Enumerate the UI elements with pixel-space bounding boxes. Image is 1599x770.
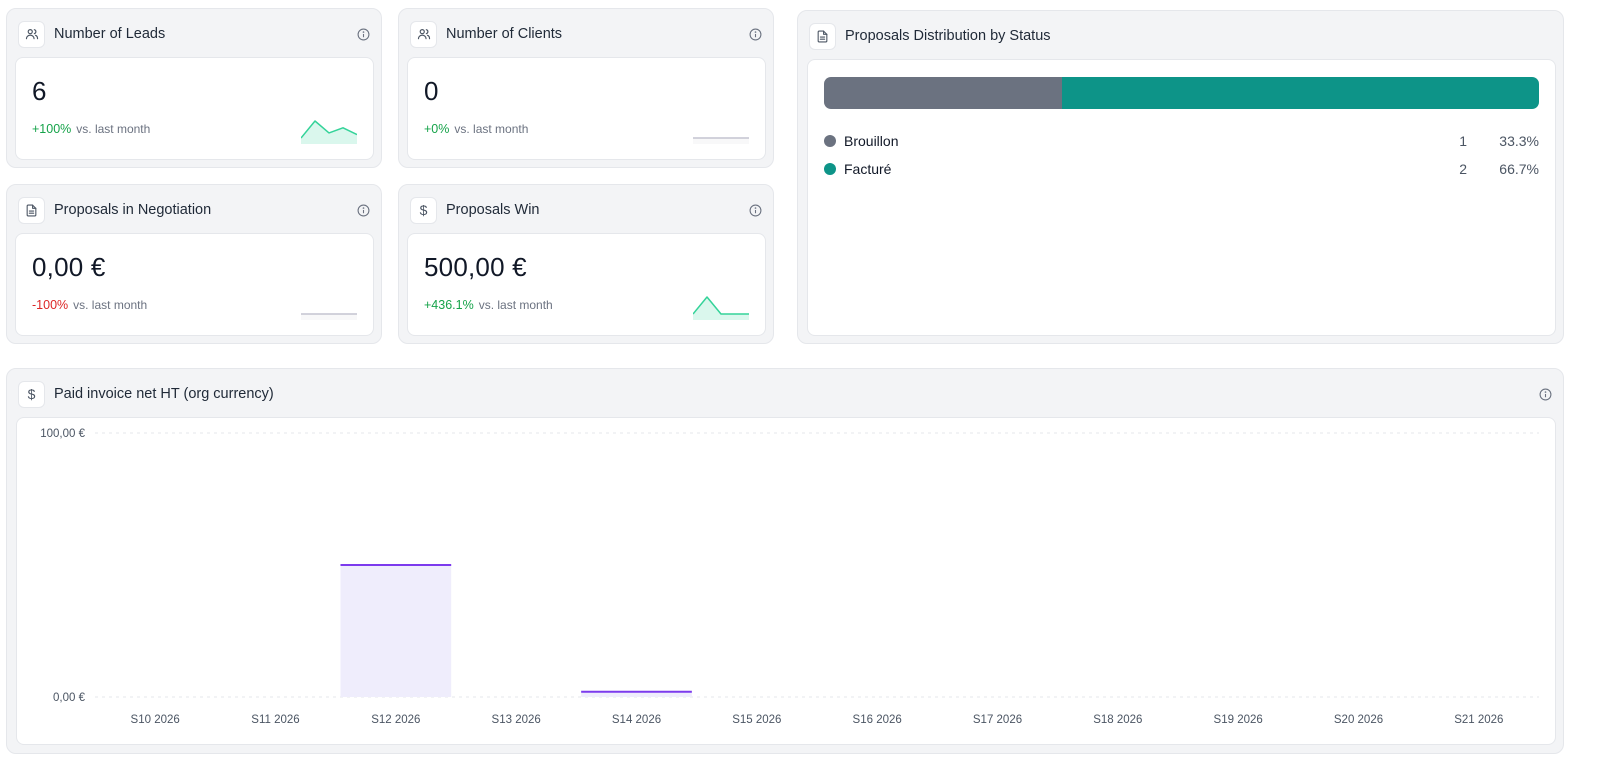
legend-label: Facturé	[844, 161, 892, 177]
invoice-title: Paid invoice net HT (org currency)	[54, 386, 274, 402]
document-icon	[18, 196, 45, 224]
delta-value: +436.1%	[424, 298, 474, 312]
users-icon	[18, 20, 45, 48]
legend-count: 2	[1459, 161, 1467, 177]
invoice-header: $ Paid invoice net HT (org currency)	[18, 380, 1552, 408]
info-icon[interactable]	[356, 27, 370, 41]
distribution-bar	[824, 77, 1539, 109]
x-tick-label: S16 2026	[853, 714, 902, 726]
y-tick-label: 0,00 €	[53, 692, 86, 704]
delta-value: +0%	[424, 122, 450, 136]
sparkline-area	[693, 297, 749, 320]
distribution-segment-brouillon[interactable]	[824, 77, 1063, 109]
sparkline-area	[301, 121, 357, 144]
info-icon[interactable]	[748, 203, 762, 217]
kpi-title: Proposals Win	[446, 202, 540, 218]
distribution-card: Brouillon 1 33.3% Facturé 2 66.7%	[807, 59, 1556, 336]
delta-caption: vs. last month	[73, 298, 148, 312]
kpi-header-negotiation: Proposals in Negotiation	[18, 196, 370, 224]
x-tick-label: S11 2026	[251, 714, 299, 726]
delta-value: -100%	[32, 298, 69, 312]
kpi-delta: +436.1% vs. last month	[424, 298, 553, 312]
bar[interactable]	[340, 565, 452, 697]
distribution-segment-facture[interactable]	[1062, 77, 1539, 109]
delta-caption: vs. last month	[454, 122, 529, 136]
kpi-card-leads: 6 +100% vs. last month	[15, 57, 374, 160]
kpi-header-clients: Number of Clients	[410, 20, 762, 48]
info-icon[interactable]	[748, 27, 762, 41]
kpi-value: 500,00 €	[424, 252, 527, 282]
invoice-bar-chart: 0,00 € 100,00 € S10 2026 S11 2026 S12 2026 S1…	[40, 428, 1539, 726]
x-tick-label: S20 2026	[1334, 714, 1383, 726]
dollar-icon: $	[18, 380, 45, 408]
kpi-panel-win: $ Proposals Win 500,00 € +436.1% vs. last…	[398, 184, 774, 344]
distribution-title: Proposals Distribution by Status	[845, 28, 1051, 44]
bar[interactable]	[581, 691, 692, 697]
kpi-value: 0	[424, 76, 439, 106]
x-tick-label: S15 2026	[732, 714, 781, 726]
sparkline-line	[693, 296, 749, 315]
kpi-panel-clients: Number of Clients 0 +0% vs. last month	[398, 8, 774, 168]
sparkline-area	[693, 138, 749, 144]
kpi-value: 6	[32, 76, 47, 106]
kpi-delta: +0% vs. last month	[424, 122, 528, 136]
x-tick-label: S17 2026	[973, 714, 1022, 726]
legend-item-facture: Facturé 2 66.7%	[824, 159, 1539, 179]
kpi-value: 0,00 €	[32, 252, 106, 282]
kpi-delta: +100% vs. last month	[32, 122, 150, 136]
invoice-chart-card: 0,00 € 100,00 € S10 2026 S11 2026 S12 2026 S1…	[16, 417, 1556, 745]
x-tick-label: S12 2026	[371, 714, 420, 726]
sparkline-area	[301, 314, 357, 320]
kpi-delta: -100% vs. last month	[32, 298, 147, 312]
delta-value: +100%	[32, 122, 72, 136]
x-tick-label: S19 2026	[1214, 714, 1263, 726]
kpi-title: Proposals in Negotiation	[54, 202, 212, 218]
legend-label: Brouillon	[844, 133, 899, 149]
kpi-panel-negotiation: Proposals in Negotiation 0,00 € -100% vs.…	[6, 184, 382, 344]
invoice-panel: $ Paid invoice net HT (org currency) 0,0…	[6, 368, 1564, 754]
kpi-card-negotiation: 0,00 € -100% vs. last month	[15, 233, 374, 336]
distribution-header: Proposals Distribution by Status	[809, 22, 1552, 50]
legend-item-brouillon: Brouillon 1 33.3%	[824, 131, 1539, 151]
users-icon	[410, 20, 437, 48]
dollar-icon: $	[410, 196, 437, 224]
x-tick-label: S18 2026	[1093, 714, 1142, 726]
x-tick-label: S13 2026	[492, 714, 541, 726]
distribution-panel: Proposals Distribution by Status Brouill…	[797, 10, 1564, 344]
x-tick-label: S14 2026	[612, 714, 661, 726]
info-icon[interactable]	[1538, 387, 1552, 401]
status-dot	[824, 163, 836, 175]
legend-percent: 66.7%	[1499, 161, 1539, 177]
info-icon[interactable]	[356, 203, 370, 217]
kpi-header-win: $ Proposals Win	[410, 196, 762, 224]
kpi-title: Number of Leads	[54, 26, 166, 42]
sparkline-line	[301, 120, 357, 139]
kpi-header-leads: Number of Leads	[18, 20, 370, 48]
kpi-card-clients: 0 +0% vs. last month	[407, 57, 766, 160]
sparkline	[301, 120, 357, 144]
kpi-card-win: 500,00 € +436.1% vs. last month	[407, 233, 766, 336]
kpi-panel-leads: Number of Leads 6 +100% vs. last month	[6, 8, 382, 168]
legend-count: 1	[1459, 133, 1467, 149]
delta-caption: vs. last month	[478, 298, 553, 312]
delta-caption: vs. last month	[76, 122, 151, 136]
y-tick-label: 100,00 €	[40, 428, 85, 440]
x-tick-label: S10 2026	[131, 714, 180, 726]
sparkline	[301, 313, 357, 320]
status-dot	[824, 135, 836, 147]
document-icon	[809, 22, 836, 50]
legend-percent: 33.3%	[1499, 133, 1539, 149]
x-tick-label: S21 2026	[1454, 714, 1503, 726]
kpi-title: Number of Clients	[446, 26, 563, 42]
sparkline	[693, 137, 749, 144]
sparkline	[693, 296, 749, 320]
